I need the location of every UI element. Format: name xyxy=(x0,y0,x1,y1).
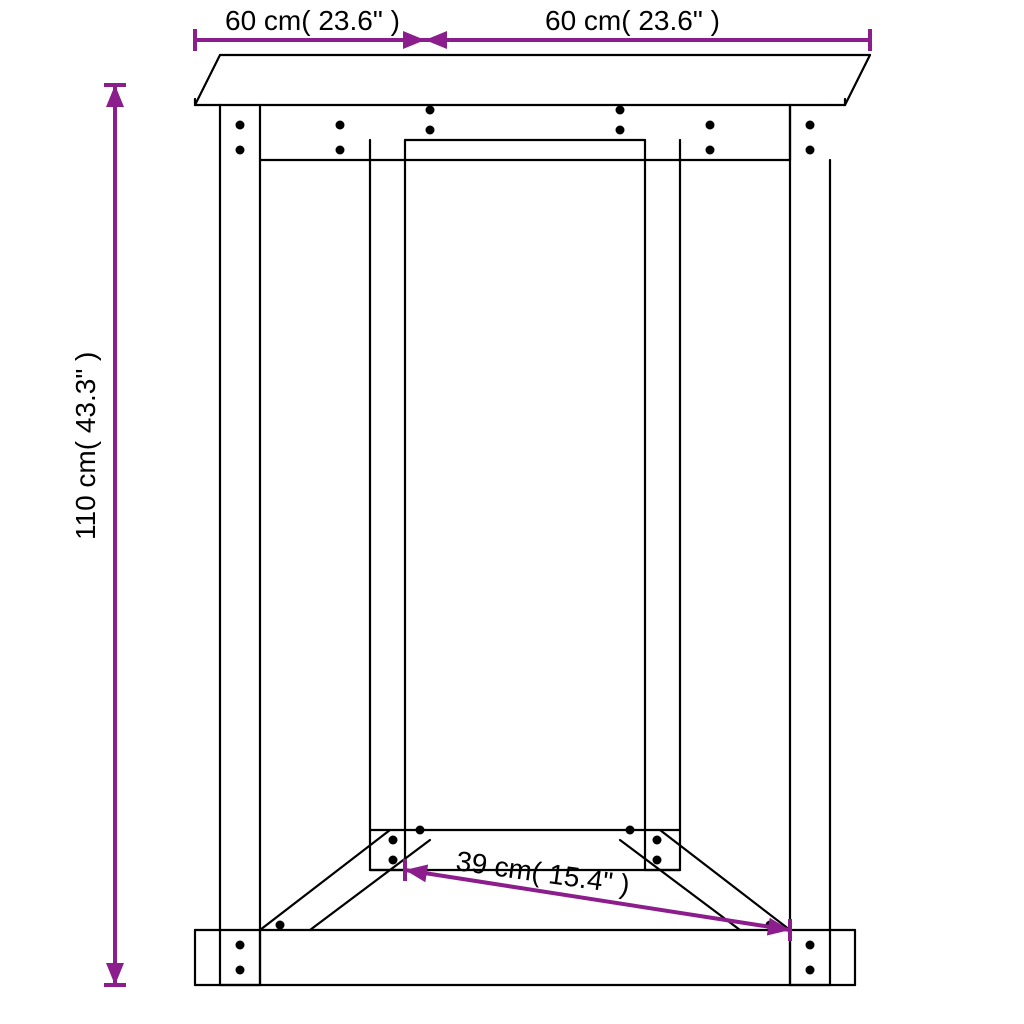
fastener-dot xyxy=(626,826,635,835)
fastener-dot xyxy=(616,106,625,115)
fastener-dot xyxy=(276,921,285,930)
fastener-dot xyxy=(806,966,815,975)
fastener-dot xyxy=(653,856,662,865)
fastener-dot xyxy=(806,941,815,950)
fastener-dot xyxy=(426,106,435,115)
dim-depth-label: 60 cm( 23.6" ) xyxy=(225,5,400,36)
fastener-dot xyxy=(806,121,815,130)
fastener-dot xyxy=(426,126,435,135)
dim-height-label: 110 cm( 43.3" ) xyxy=(70,352,101,540)
fastener-dot xyxy=(236,941,245,950)
dimension-lines: 60 cm( 23.6" ) 60 cm( 23.6" ) 110 cm( 43.3… xyxy=(70,5,870,985)
fastener-dot xyxy=(236,146,245,155)
fastener-dot xyxy=(653,836,662,845)
fastener-dot xyxy=(706,146,715,155)
fastener-dot xyxy=(336,121,345,130)
fastener-dot xyxy=(616,126,625,135)
dim-width-label: 60 cm( 23.6" ) xyxy=(545,5,720,36)
fastener-dot xyxy=(236,966,245,975)
table-drawing xyxy=(195,55,870,985)
fastener-dot xyxy=(389,836,398,845)
fastener-dot xyxy=(236,121,245,130)
dim-height xyxy=(104,85,126,985)
fastener-dots xyxy=(236,106,815,975)
fastener-dot xyxy=(336,146,345,155)
fastener-dot xyxy=(389,856,398,865)
fastener-dot xyxy=(806,146,815,155)
fastener-dot xyxy=(416,826,425,835)
fastener-dot xyxy=(706,121,715,130)
